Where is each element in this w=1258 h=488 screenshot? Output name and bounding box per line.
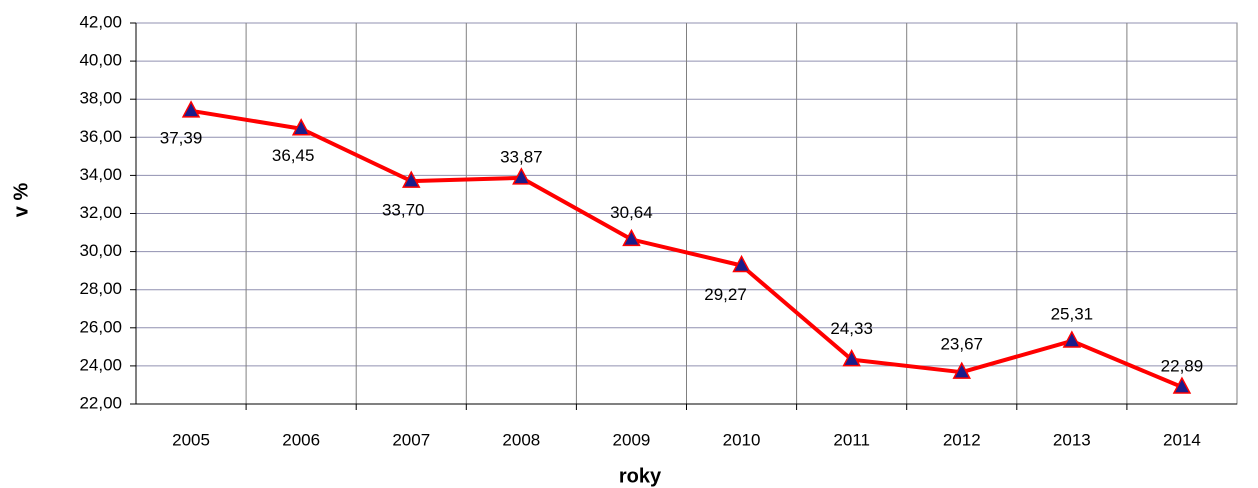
y-tick-label: 40,00 bbox=[79, 51, 122, 70]
x-tick-label: 2007 bbox=[392, 430, 430, 449]
y-tick-label: 24,00 bbox=[79, 355, 122, 374]
y-tick-label: 28,00 bbox=[79, 279, 122, 298]
x-tick-label: 2014 bbox=[1163, 430, 1201, 449]
data-label: 33,87 bbox=[500, 147, 543, 166]
data-label: 36,45 bbox=[272, 146, 315, 165]
y-tick-label: 22,00 bbox=[79, 393, 122, 412]
x-tick-label: 2011 bbox=[833, 430, 870, 449]
y-tick-label: 42,00 bbox=[79, 12, 122, 31]
data-label: 25,31 bbox=[1051, 304, 1094, 323]
x-tick-label: 2005 bbox=[172, 430, 210, 449]
data-marker bbox=[291, 118, 311, 136]
x-tick-label: 2010 bbox=[723, 430, 761, 449]
y-tick-label: 32,00 bbox=[79, 203, 122, 222]
data-label: 23,67 bbox=[940, 335, 983, 354]
data-marker bbox=[181, 100, 201, 118]
data-line bbox=[190, 108, 1183, 389]
data-marker bbox=[1062, 330, 1082, 348]
data-marker bbox=[402, 170, 421, 188]
x-tick-label: 2006 bbox=[282, 430, 320, 449]
data-label: 29,27 bbox=[704, 285, 747, 304]
data-label: 33,70 bbox=[382, 201, 425, 220]
data-label: 22,89 bbox=[1161, 357, 1204, 376]
data-marker bbox=[952, 361, 971, 379]
data-label: 30,64 bbox=[610, 203, 653, 222]
data-label: 24,33 bbox=[830, 319, 873, 338]
x-tick-label: 2008 bbox=[502, 430, 540, 449]
y-tick-label: 26,00 bbox=[79, 317, 122, 336]
data-marker bbox=[842, 349, 861, 367]
y-tick-label: 34,00 bbox=[79, 165, 122, 184]
data-marker bbox=[622, 228, 641, 247]
data-label: 37,39 bbox=[160, 128, 203, 147]
data-marker bbox=[1172, 376, 1192, 394]
data-marker bbox=[732, 254, 751, 273]
x-tick-label: 2012 bbox=[943, 430, 981, 449]
y-axis-title: v % bbox=[10, 183, 32, 218]
x-tick-label: 2009 bbox=[613, 430, 651, 449]
y-tick-label: 38,00 bbox=[79, 89, 122, 108]
data-marker bbox=[512, 167, 531, 185]
y-tick-label: 36,00 bbox=[79, 127, 122, 146]
x-tick-label: 2013 bbox=[1053, 430, 1091, 449]
x-axis-title: roky bbox=[619, 465, 662, 487]
y-tick-label: 30,00 bbox=[79, 241, 122, 260]
